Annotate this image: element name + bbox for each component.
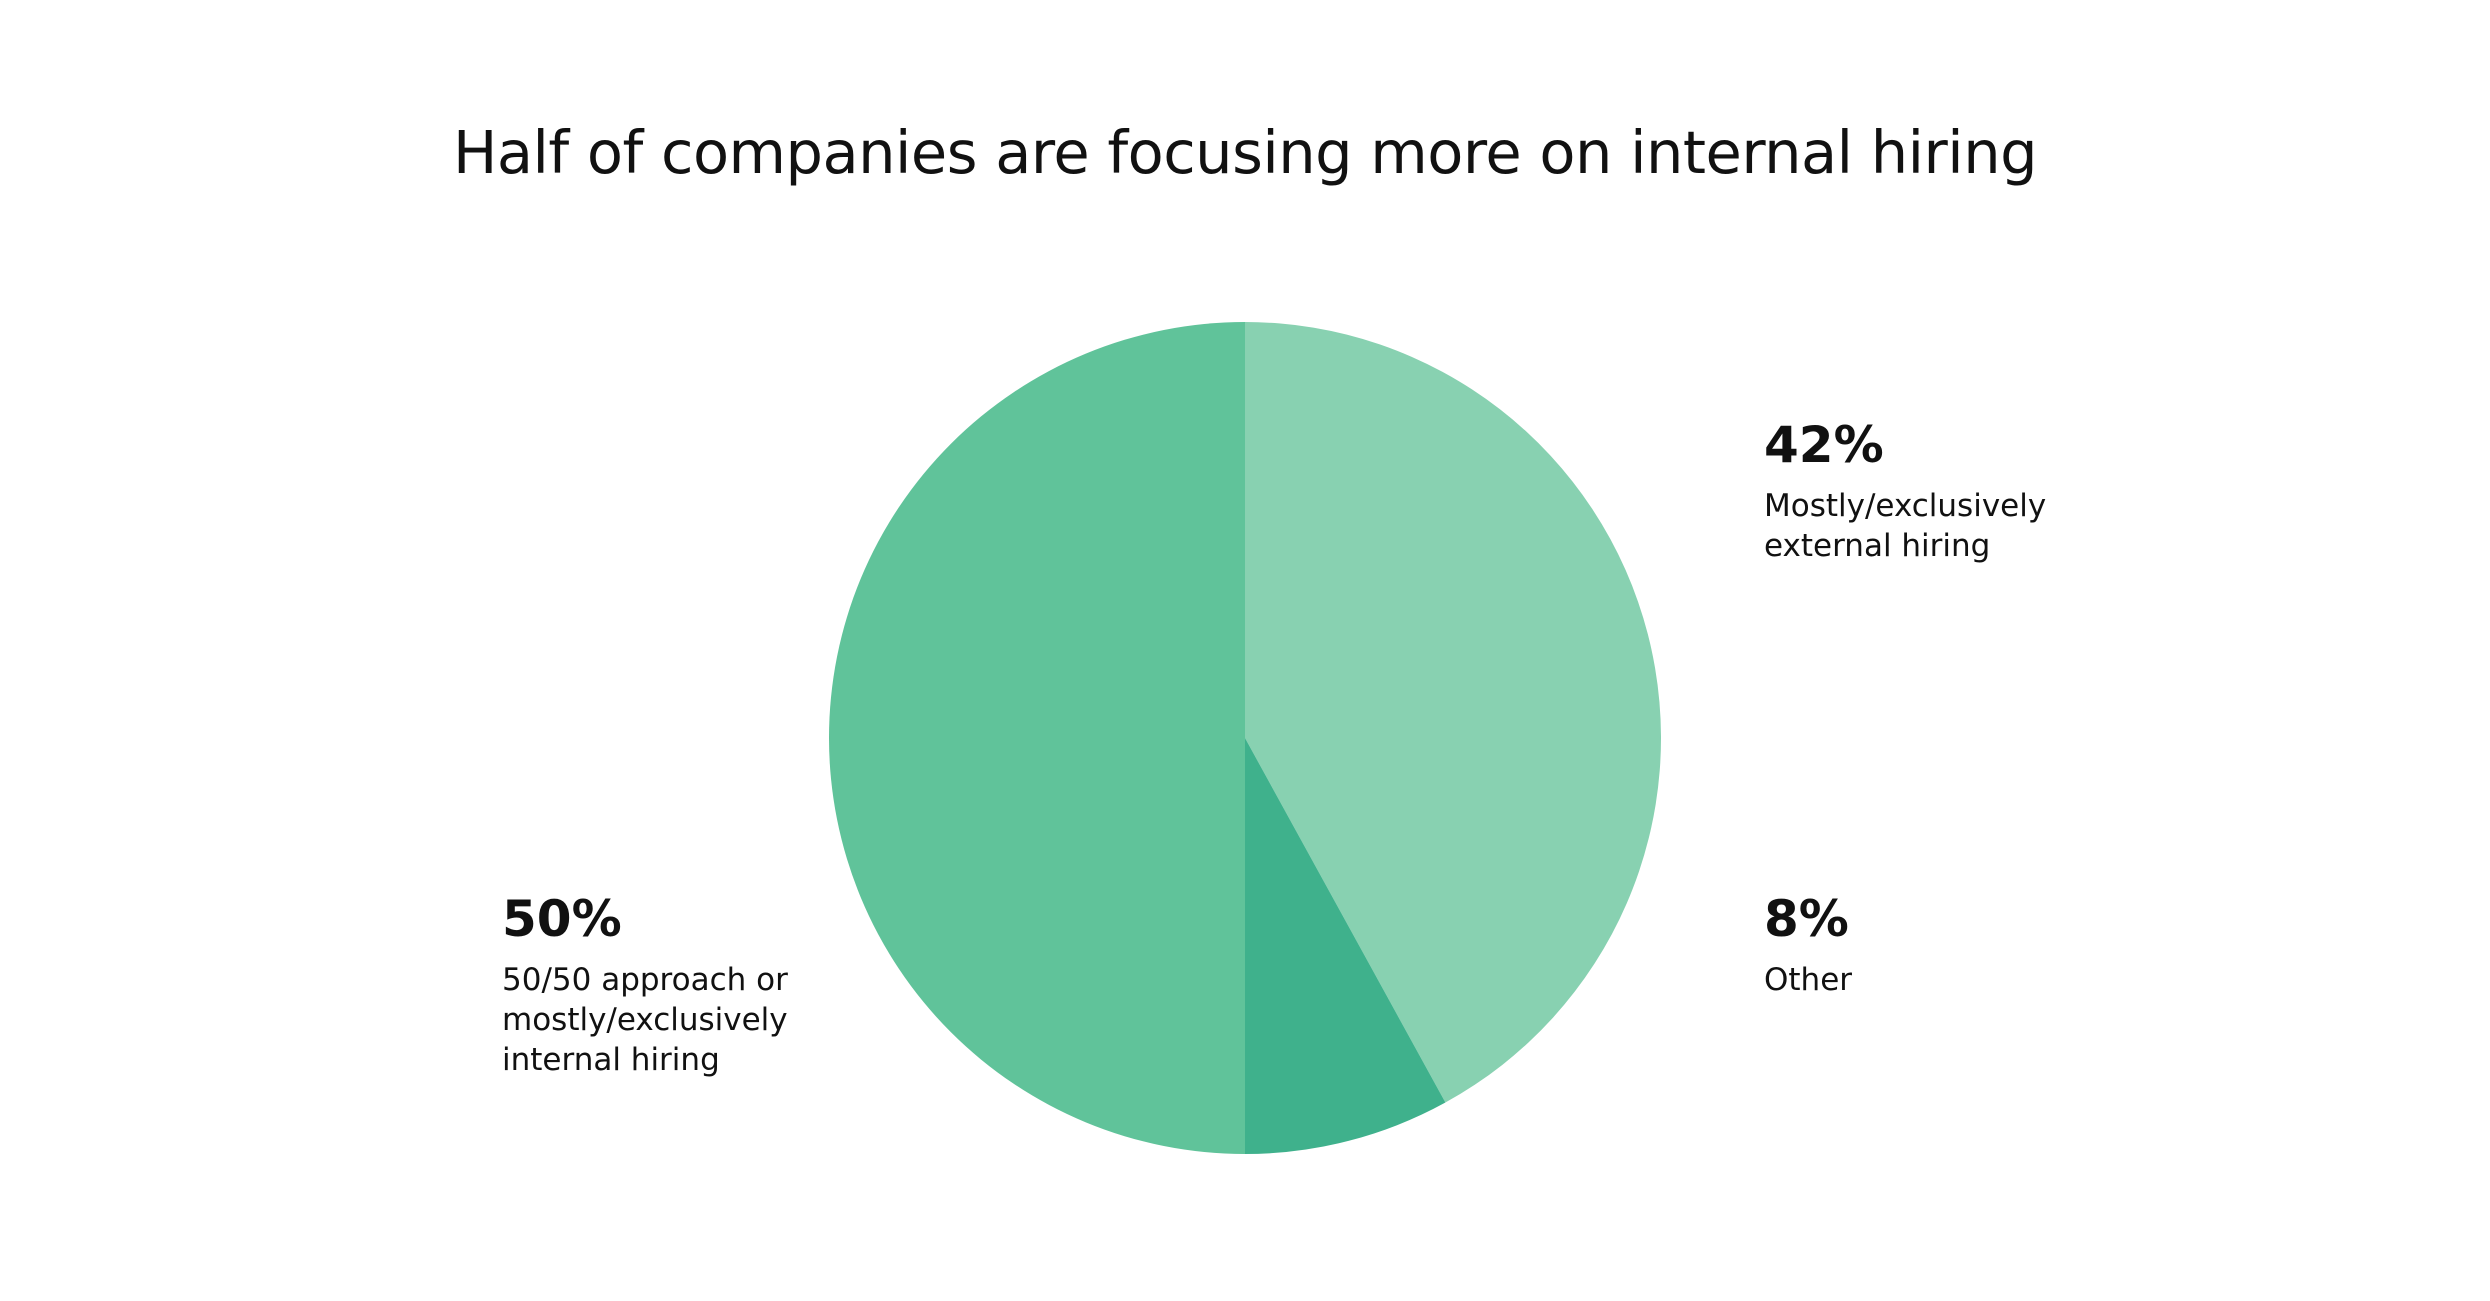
slice-value-label: 50% (502, 890, 622, 948)
slice-category-label: Mostly/exclusively external hiring (1764, 488, 2047, 564)
slice-label-external-hiring: 42% Mostly/exclusively external hiring (1764, 420, 2046, 566)
pie-slice-external-hiring (1245, 322, 1662, 1103)
pie-slice-internal-hiring (829, 322, 1245, 1154)
pie-slice-other (1245, 738, 1446, 1154)
slice-value-label: 8% (1764, 890, 1849, 948)
slice-value-label: 42% (1764, 416, 1884, 474)
slice-category-label: 50/50 approach or mostly/exclusively int… (502, 962, 788, 1078)
slice-label-internal-hiring: 50% 50/50 approach or mostly/exclusively… (502, 894, 788, 1080)
chart-title: Half of companies are focusing more on i… (452, 118, 2038, 187)
slice-label-other: 8% Other (1764, 894, 1852, 1000)
slice-category-label: Other (1764, 962, 1853, 998)
